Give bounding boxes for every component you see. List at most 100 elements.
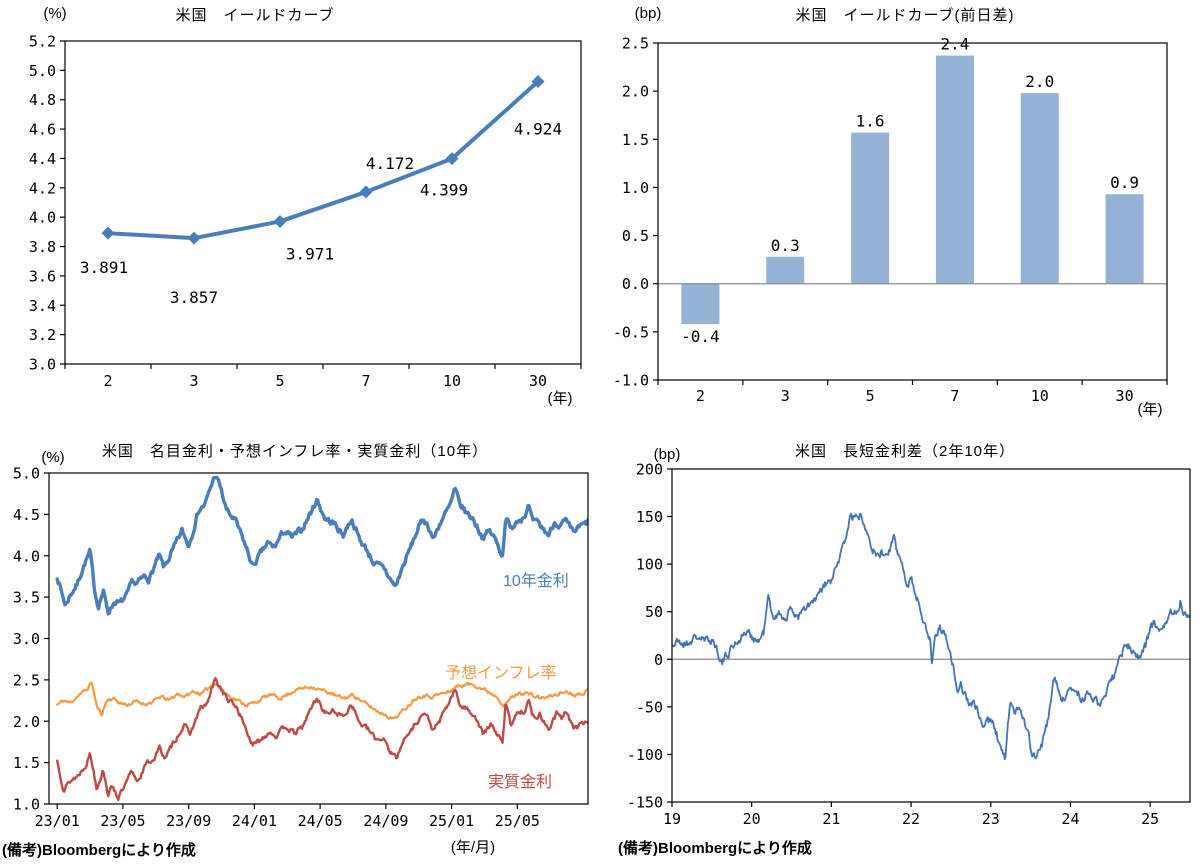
bl-xaxis-caption: (年/月) (450, 839, 496, 856)
svg-text:21: 21 (822, 810, 840, 828)
bl-chart-title: 米国 名目金利・予想インフレ率・実質金利（10年） (101, 443, 489, 460)
svg-text:3.5: 3.5 (13, 589, 40, 607)
marker-diamond (101, 226, 115, 240)
svg-text:3.0: 3.0 (29, 356, 56, 374)
series-line (56, 681, 588, 720)
svg-text:4.5: 4.5 (13, 506, 40, 524)
tr-unit-label: (bp) (634, 5, 662, 22)
series-line (55, 475, 588, 616)
svg-text:24/01: 24/01 (232, 812, 277, 830)
svg-text:2.5: 2.5 (622, 35, 649, 53)
svg-text:1.5: 1.5 (13, 754, 40, 772)
svg-text:4.2: 4.2 (29, 179, 56, 197)
us-2y10y-spread-plot-area (672, 512, 1190, 761)
svg-text:50: 50 (645, 603, 663, 621)
br-unit-label: (bp) (653, 446, 681, 463)
svg-text:-50: -50 (636, 698, 663, 716)
bar-5y (851, 132, 890, 284)
bar-2y (681, 283, 720, 325)
svg-text:7: 7 (950, 387, 959, 405)
us-nominal-breakeven-real-10y-axes: 1.0 1.5 2.0 2.5 3.0 3.5 4.0 4.5 5.0 23/01 23/05 23/… (13, 465, 589, 830)
svg-text:3.6: 3.6 (29, 267, 56, 285)
us-2y10y-spread: -150 -100 -50 0 50 100 150 200 19 20 21 22 23 24 25 (627, 461, 1191, 828)
svg-text:3.8: 3.8 (29, 238, 56, 256)
marker-diamond (445, 152, 459, 166)
svg-text:4.4: 4.4 (29, 150, 56, 168)
svg-text:10: 10 (443, 372, 461, 390)
marker-diamond (359, 185, 373, 199)
svg-text:25/01: 25/01 (429, 812, 474, 830)
svg-text:2: 2 (103, 372, 112, 390)
us-yield-curve: 3.8913.8573.9714.1724.3994.9243.03.23.43… (29, 33, 582, 390)
tl-xaxis-caption: (年) (547, 390, 573, 407)
svg-text:2.0: 2.0 (622, 83, 649, 101)
series-line (56, 677, 588, 802)
svg-text:3.0: 3.0 (13, 630, 40, 648)
svg-text:0.9: 0.9 (1110, 173, 1139, 192)
svg-text:200: 200 (636, 461, 663, 479)
tr-chart-title: 米国 イールドカーブ(前日差) (795, 7, 1015, 24)
svg-text:4.924: 4.924 (514, 120, 562, 139)
svg-text:1.5: 1.5 (622, 131, 649, 149)
br-chart-title: 米国 長短金利差（2年10年） (794, 443, 1016, 460)
svg-text:3: 3 (781, 387, 790, 405)
svg-text:4.0: 4.0 (29, 209, 56, 227)
bar-30y (1105, 194, 1144, 284)
svg-text:30: 30 (529, 372, 547, 390)
svg-text:3.891: 3.891 (80, 258, 128, 277)
us-2y10y-spread-axes: -150 -100 -50 0 50 100 150 200 19 20 21 22 23 24 25 (627, 461, 1191, 828)
svg-text:150: 150 (636, 508, 663, 526)
svg-text:-0.5: -0.5 (613, 323, 649, 341)
svg-text:19: 19 (663, 810, 681, 828)
bl-unit-label: (%) (41, 449, 65, 466)
us-nominal-breakeven-real-10y: 1.0 1.5 2.0 2.5 3.0 3.5 4.0 4.5 5.0 23/01 23/05 23/… (13, 465, 589, 830)
svg-text:24: 24 (1061, 810, 1079, 828)
yield-curve-line (107, 80, 540, 241)
marker-diamond (273, 214, 287, 228)
us-nominal-breakeven-real-10y-plot-area (55, 475, 588, 802)
svg-text:3: 3 (189, 372, 198, 390)
svg-text:2.5: 2.5 (13, 671, 40, 689)
bl-series-label-breakeven: 予想インフレ率 (445, 665, 557, 682)
svg-text:-150: -150 (627, 794, 663, 812)
svg-text:3.971: 3.971 (286, 244, 334, 263)
bl-source-note: (備考)Bloombergにより作成 (2, 842, 196, 859)
tl-chart-title: 米国 イールドカーブ (175, 7, 335, 24)
bar-10y (1020, 93, 1059, 284)
svg-text:2.4: 2.4 (940, 35, 969, 54)
bar-3y (766, 256, 805, 284)
svg-text:2: 2 (696, 387, 705, 405)
svg-text:4.6: 4.6 (29, 121, 56, 139)
svg-text:1.0: 1.0 (622, 179, 649, 197)
svg-text:0.3: 0.3 (771, 236, 800, 255)
us-yield-curve-daily-change: -0.4 0.3 1.6 2.4 2.0 0.9 -1.0 -0.5 0.0 0.5 1.0 1.5 2… (613, 35, 1168, 405)
us-yield-curve-plot-area: 3.891 3.857 3.971 4.172 4.399 4.924 (80, 75, 562, 307)
svg-text:24/09: 24/09 (363, 812, 408, 830)
svg-text:4.8: 4.8 (29, 91, 56, 109)
svg-text:5: 5 (866, 387, 875, 405)
svg-text:20: 20 (743, 810, 761, 828)
svg-text:5.2: 5.2 (29, 33, 56, 51)
svg-text:24/05: 24/05 (298, 812, 343, 830)
bl-series-label-real-rate: 実質金利 (488, 774, 553, 791)
tl-unit-label: (%) (43, 5, 67, 22)
bar-7y (935, 55, 974, 284)
svg-text:2.0: 2.0 (1025, 72, 1054, 91)
svg-text:23/05: 23/05 (100, 812, 145, 830)
series-line (672, 512, 1190, 761)
tr-xaxis-caption: (年) (1137, 401, 1163, 418)
svg-text:30: 30 (1116, 387, 1134, 405)
svg-text:0.0: 0.0 (622, 275, 649, 293)
svg-text:23/09: 23/09 (166, 812, 211, 830)
svg-text:3.857: 3.857 (170, 288, 218, 307)
svg-text:3.2: 3.2 (29, 326, 56, 344)
svg-text:4.172: 4.172 (366, 154, 414, 173)
svg-text:23/01: 23/01 (35, 812, 80, 830)
svg-text:0: 0 (654, 651, 663, 669)
svg-text:1.6: 1.6 (856, 112, 885, 131)
svg-text:25/05: 25/05 (495, 812, 540, 830)
us-yield-curve-axes: 3.0 3.2 3.4 3.6 3.8 4.0 4.2 4.4 4.6 4.8 5.0 5.2 2 3 5 7… (29, 33, 582, 390)
svg-text:22: 22 (902, 810, 920, 828)
